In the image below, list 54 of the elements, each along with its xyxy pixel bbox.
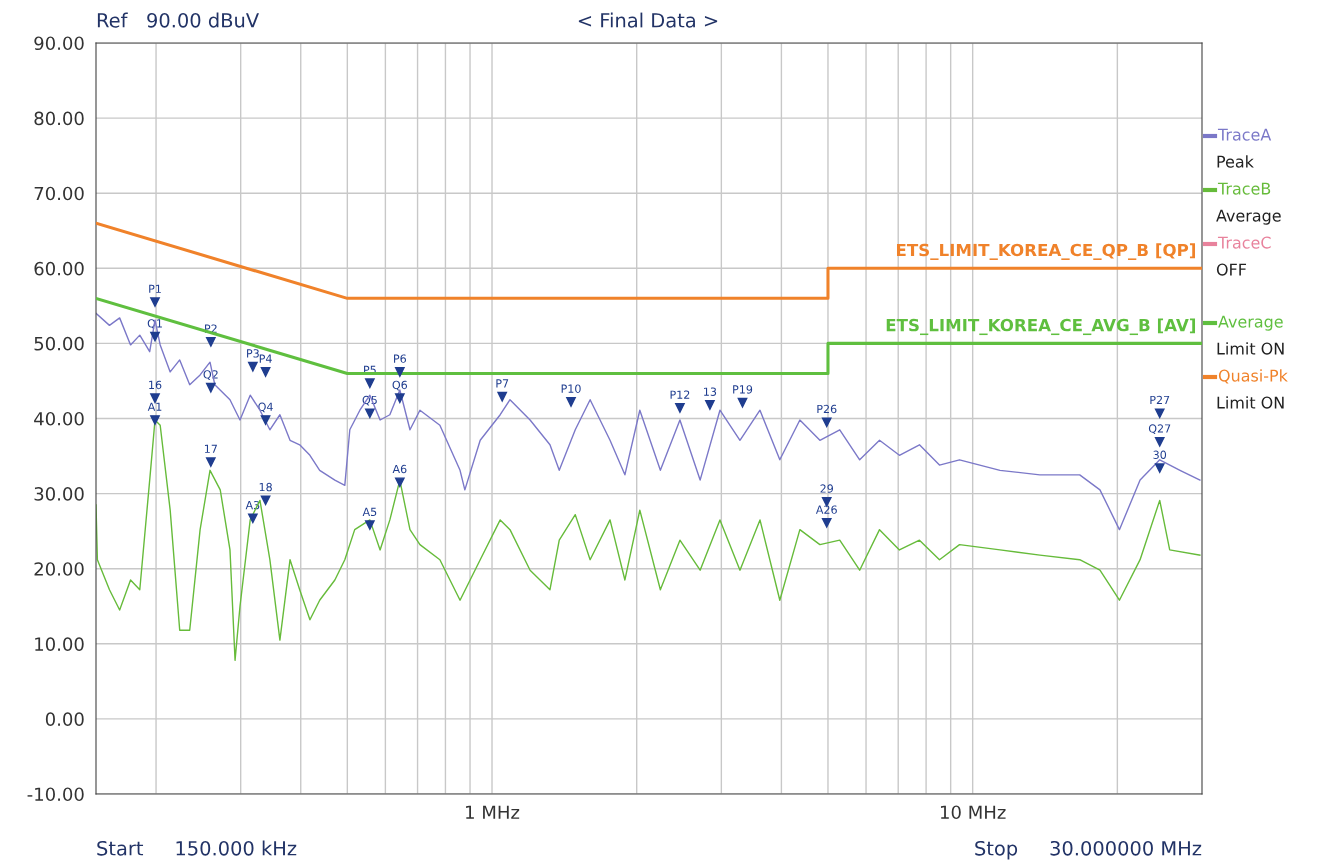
annotation: P12 [670, 390, 690, 399]
annotation: A26 [815, 505, 837, 514]
annotation: ETS_LIMIT_KOREA_CE_QP_B [QP] [897, 243, 1196, 260]
annotation: ETS_LIMIT_KOREA_CE_AVG_B [AV] [886, 318, 1196, 336]
annotation: P1 [149, 284, 161, 293]
annotation: P27 [1150, 395, 1170, 404]
y-tick-label: 50.00 [34, 336, 84, 351]
annotation: Q27 [1148, 424, 1171, 434]
annotation: P10 [561, 384, 581, 393]
y-tick-label: 70.00 [34, 186, 84, 201]
text: OFF [1216, 263, 1247, 276]
x-tick-label: 10 MHz [940, 805, 1006, 820]
x-tick-label: 1 MHz [466, 805, 520, 819]
legend-label: TraceB [1217, 182, 1271, 195]
annotation: P3 [247, 349, 259, 358]
annotation: P6 [394, 354, 407, 363]
annotation: P26 [817, 404, 837, 414]
annotation: 13 [704, 387, 717, 396]
legend-label: TraceA [1217, 128, 1272, 141]
y-tick-label: 20.00 [34, 562, 84, 576]
annotation: Q4 [258, 402, 273, 413]
annotation: P19 [733, 385, 753, 394]
text: Ref 90.00 dBuV [97, 12, 259, 28]
legend-label: Average [1218, 315, 1283, 331]
annotation: P7 [496, 379, 509, 388]
text: Peak [1217, 155, 1254, 168]
annotation: Q2 [203, 370, 218, 380]
y-tick-label: 10.00 [35, 637, 84, 651]
annotation: Q5 [362, 395, 377, 406]
y-tick-label: 90.00 [34, 36, 84, 51]
annotation: A5 [362, 507, 377, 517]
y-tick-label: 30.00 [34, 487, 84, 501]
y-tick-label: 40.00 [34, 411, 84, 426]
annotation: P4 [259, 354, 272, 363]
text: Stop 30.000000 MHz [975, 840, 1202, 860]
y-tick-label: 0.00 [45, 712, 84, 727]
annotation: A6 [392, 464, 407, 474]
chart-title: < Final Data > [578, 12, 718, 28]
y-tick-label: 80.00 [34, 111, 84, 126]
text: Start 150.000 kHz [97, 840, 297, 856]
legend-label: TraceC [1217, 236, 1271, 249]
y-tick-label: -10.00 [27, 787, 84, 802]
text: Average [1216, 209, 1281, 225]
annotation: A1 [147, 402, 162, 411]
annotation: Q6 [392, 380, 408, 391]
annotation: 30 [1153, 450, 1167, 459]
annotation: 17 [204, 444, 217, 453]
annotation: 16 [149, 380, 162, 390]
text: Limit ON [1217, 342, 1284, 355]
y-tick-label: 60.00 [34, 261, 84, 276]
legend-label: Quasi-Pk [1218, 369, 1288, 384]
annotation: 29 [820, 484, 834, 493]
text: Limit ON [1217, 396, 1284, 409]
annotation: 18 [259, 482, 272, 492]
